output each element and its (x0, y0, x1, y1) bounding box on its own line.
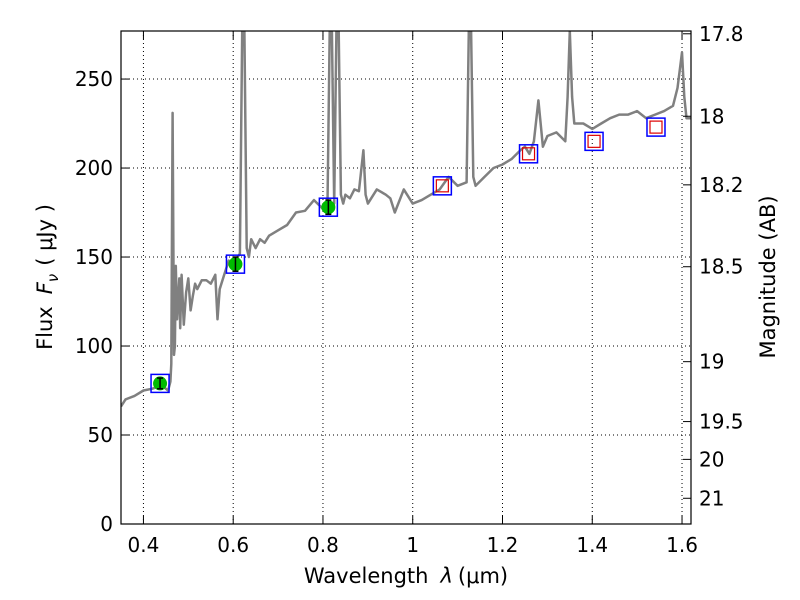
x-tick-label: 1.6 (666, 533, 698, 557)
photometry-point (150, 373, 170, 394)
photometry-point (584, 131, 604, 152)
plot-frame (120, 30, 692, 525)
x-tick-label: 1.2 (487, 533, 519, 557)
spectrum-line (121, 31, 691, 408)
y-axis-subscript: ν (44, 274, 62, 282)
y2-tick-label: 20 (699, 447, 724, 471)
x-axis-symbol: λ (439, 564, 452, 588)
axis-ticks: 0.4 0.6 0.8 1 1.2 1.4 1.6 0 50 100 150 200 250 17.8 18… (75, 22, 744, 557)
model-point (587, 134, 601, 148)
y2-tick-label: 19 (699, 350, 724, 374)
y-axis-unit: ( μJy ) (33, 204, 57, 266)
photometry-point (225, 254, 246, 274)
x-axis-unit: (μm) (458, 564, 508, 588)
y2-tick-label: 18.2 (699, 173, 744, 197)
y2-tick-label: 18.5 (699, 255, 744, 279)
y-tick-label: 50 (88, 423, 113, 447)
model-point (649, 120, 663, 134)
series-layer (121, 31, 691, 408)
x-tick-label: 0.8 (307, 533, 339, 557)
y-axis-symbol: F (33, 281, 57, 294)
model-point (435, 179, 449, 193)
x-tick-label: 1.4 (576, 533, 608, 557)
y2-axis-title: Magnitude (AB) (756, 195, 780, 358)
photometry-point (432, 176, 453, 196)
y-axis-title: Flux Fν ( μJy ) (33, 204, 62, 350)
y-axis-label: Flux (33, 306, 57, 350)
x-axis-label: Wavelength (304, 564, 429, 588)
y-tick-label: 250 (75, 67, 113, 91)
y-tick-label: 0 (100, 512, 113, 536)
plot-background (121, 31, 691, 524)
x-tick-label: 0.4 (128, 533, 160, 557)
model-point (521, 147, 536, 161)
y2-tick-label: 17.8 (699, 22, 744, 46)
y-tick-label: 200 (75, 156, 113, 180)
y2-tick-label: 19.5 (699, 410, 744, 434)
photometry-point (318, 197, 339, 217)
x-tick-label: 0.6 (217, 533, 249, 557)
photometry-point (646, 117, 666, 137)
photometry-point (518, 144, 539, 164)
y2-tick-label: 21 (699, 486, 724, 510)
y-tick-label: 100 (75, 334, 113, 358)
y2-tick-label: 18 (699, 104, 724, 128)
y-tick-label: 150 (75, 245, 113, 269)
x-tick-label: 1 (406, 533, 419, 557)
x-axis-title: Wavelength λ (μm) (304, 564, 508, 588)
